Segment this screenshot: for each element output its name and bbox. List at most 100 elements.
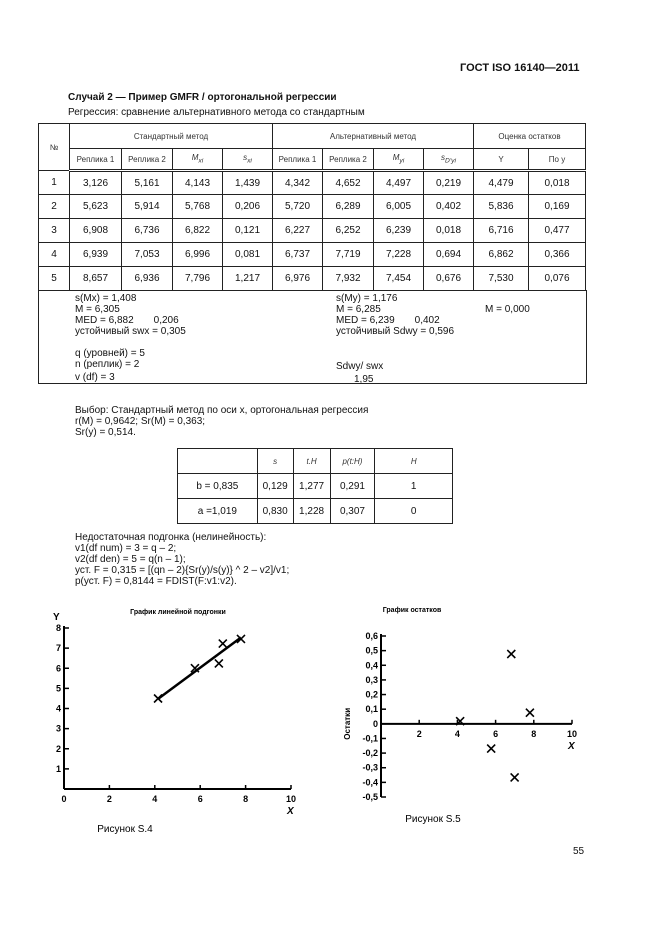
data-point-x-marker [510, 772, 520, 782]
y-tick-label: 5 [56, 683, 61, 693]
table-cell: 1,439 [222, 170, 273, 195]
choice-text: Выбор: Стандартный метод по оси x, ортог… [75, 405, 368, 438]
lof-line: p(уст. F) = 0,8144 = FDIST(F:v1:v2). [75, 576, 237, 587]
ratio-label: Sdwy/ swx [336, 361, 384, 372]
coef-header: p(t:H) [329, 448, 376, 474]
table-cell: 5,720 [272, 194, 323, 219]
table-cell: 0 [374, 498, 453, 524]
med-y-row: MED = 6,239 0,402 [336, 315, 454, 326]
table-row: 3 6,908 6,736 6,822 0,121 6,227 6,252 6,239 0,01… [38, 218, 586, 243]
data-point-x-marker [525, 708, 535, 718]
y-tick-label: 8 [56, 623, 61, 633]
s-my: s(My) = 1,176 [336, 293, 398, 304]
header-main: По y [548, 154, 566, 164]
figure-caption: Рисунок S.5 [405, 814, 461, 825]
y-tick-label: 0,1 [365, 704, 378, 714]
choice-line: Sr(y) = 0,514. [75, 427, 136, 438]
table-cell: 8,657 [69, 266, 122, 291]
y-tick-label: 0,2 [365, 690, 378, 700]
med-y: MED = 6,239 [336, 315, 395, 326]
table-cell: 1 [374, 473, 453, 499]
coef-header: H [374, 448, 453, 474]
table-cell: 7,530 [473, 266, 529, 291]
table-cell: 0,366 [528, 242, 586, 267]
n-replicas: n (реплик) = 2 [75, 359, 140, 370]
coef-header-label: t.H [306, 456, 317, 466]
table-row: a =1,019 0,830 1,228 0,307 0 [177, 498, 453, 524]
y-tick-label: -0,2 [362, 748, 378, 758]
q-levels: q (уровней) = 5 [75, 348, 145, 359]
y-tick-label: -0,5 [362, 792, 378, 802]
header-main: M [191, 153, 199, 163]
summary-box [38, 290, 587, 384]
ratio-value: 1,95 [354, 374, 374, 385]
med-x-extra: 0,206 [153, 315, 179, 326]
table-cell: 7,719 [322, 242, 374, 267]
header-sub: D'yi [445, 157, 456, 165]
residual-mean: M = 0,000 [485, 304, 530, 315]
lof-line: v1(df num) = 3 = q – 2; [75, 543, 177, 554]
y-tick-label: 0,3 [365, 675, 378, 685]
table-cell: 0,076 [528, 266, 586, 291]
figure-caption: Рисунок S.4 [97, 824, 153, 835]
table-cell: 6,862 [473, 242, 529, 267]
table-cell: 0,169 [528, 194, 586, 219]
coef-header-label: s [273, 456, 278, 466]
header-main: M [392, 153, 400, 163]
y-tick-label: 7 [56, 643, 61, 653]
y-tick-label: 4 [56, 704, 61, 714]
header-main: s [243, 153, 248, 163]
table-cell: 0,307 [329, 498, 376, 524]
table-cell: 5,768 [172, 194, 223, 219]
header-sub: xi [198, 157, 204, 165]
table-cell: 5,914 [121, 194, 173, 219]
data-point-x-marker [218, 638, 228, 649]
x-tick-label: 8 [243, 794, 248, 804]
y-tick-label: -0,3 [362, 763, 378, 773]
table-cell: 4,497 [373, 170, 424, 195]
group-header: Стандартный метод [69, 123, 273, 149]
table-cell: 1,228 [292, 498, 331, 524]
y-tick-label: -0,4 [362, 777, 378, 787]
lof-line: уст. F = 0,315 = [(qn – 2){Sr(y)/s(y)} ^… [75, 565, 290, 576]
table-row: 4 6,939 7,053 6,996 0,081 6,737 7,719 7,228 0,69… [38, 242, 586, 267]
table-cell: 1,277 [292, 473, 331, 499]
header-sub: yi [399, 157, 405, 165]
table-cell: 6,996 [172, 242, 223, 267]
m-y: M = 6,285 [336, 304, 381, 315]
header-main: Реплика 1 [76, 154, 115, 164]
data-point-x-marker [214, 658, 224, 669]
header-main: Реплика 1 [278, 154, 317, 164]
data-point-x-marker [190, 663, 200, 673]
table-cell: 6,976 [272, 266, 323, 291]
fit-line [157, 636, 242, 700]
table-cell: 1 [38, 170, 70, 195]
summary-right: s(My) = 1,176 M = 6,285 MED = 6,239 0,402… [336, 293, 454, 385]
chart-title: График линейной подгонки [130, 608, 226, 616]
y-tick-label: 6 [56, 663, 61, 673]
header-sub: xi [247, 157, 252, 165]
header-main: Y [498, 154, 504, 164]
y-tick-label: 0,6 [365, 631, 378, 641]
s-mx: s(Mx) = 1,408 [75, 293, 137, 304]
y-tick-label: -0,1 [362, 733, 378, 743]
summary-left: s(Mx) = 1,408 M = 6,305 MED = 6,882 0,206… [75, 293, 186, 383]
table-cell: 4,342 [272, 170, 323, 195]
lof-line: v2(df den) = 5 = q(n – 1); [75, 554, 186, 565]
column-header: sD'yi [423, 148, 474, 172]
group-header: Оценка остатков [473, 123, 586, 149]
x-tick-label: 6 [493, 729, 498, 739]
data-point-x-marker [486, 743, 496, 754]
column-header: sxi [222, 148, 273, 172]
x-tick-label: 6 [198, 794, 203, 804]
column-header: Myi [373, 148, 424, 172]
med-x-row: MED = 6,882 0,206 [75, 315, 186, 326]
lack-of-fit-text: Недостаточная подгонка (нелинейность): v… [75, 532, 289, 587]
table-cell: 7,932 [322, 266, 374, 291]
header-main: Реплика 2 [329, 154, 367, 164]
table-cell: 5 [38, 266, 70, 291]
table-cell: 1,217 [222, 266, 273, 291]
lof-line: Недостаточная подгонка (нелинейность): [75, 532, 267, 543]
page-number: 55 [573, 846, 585, 857]
